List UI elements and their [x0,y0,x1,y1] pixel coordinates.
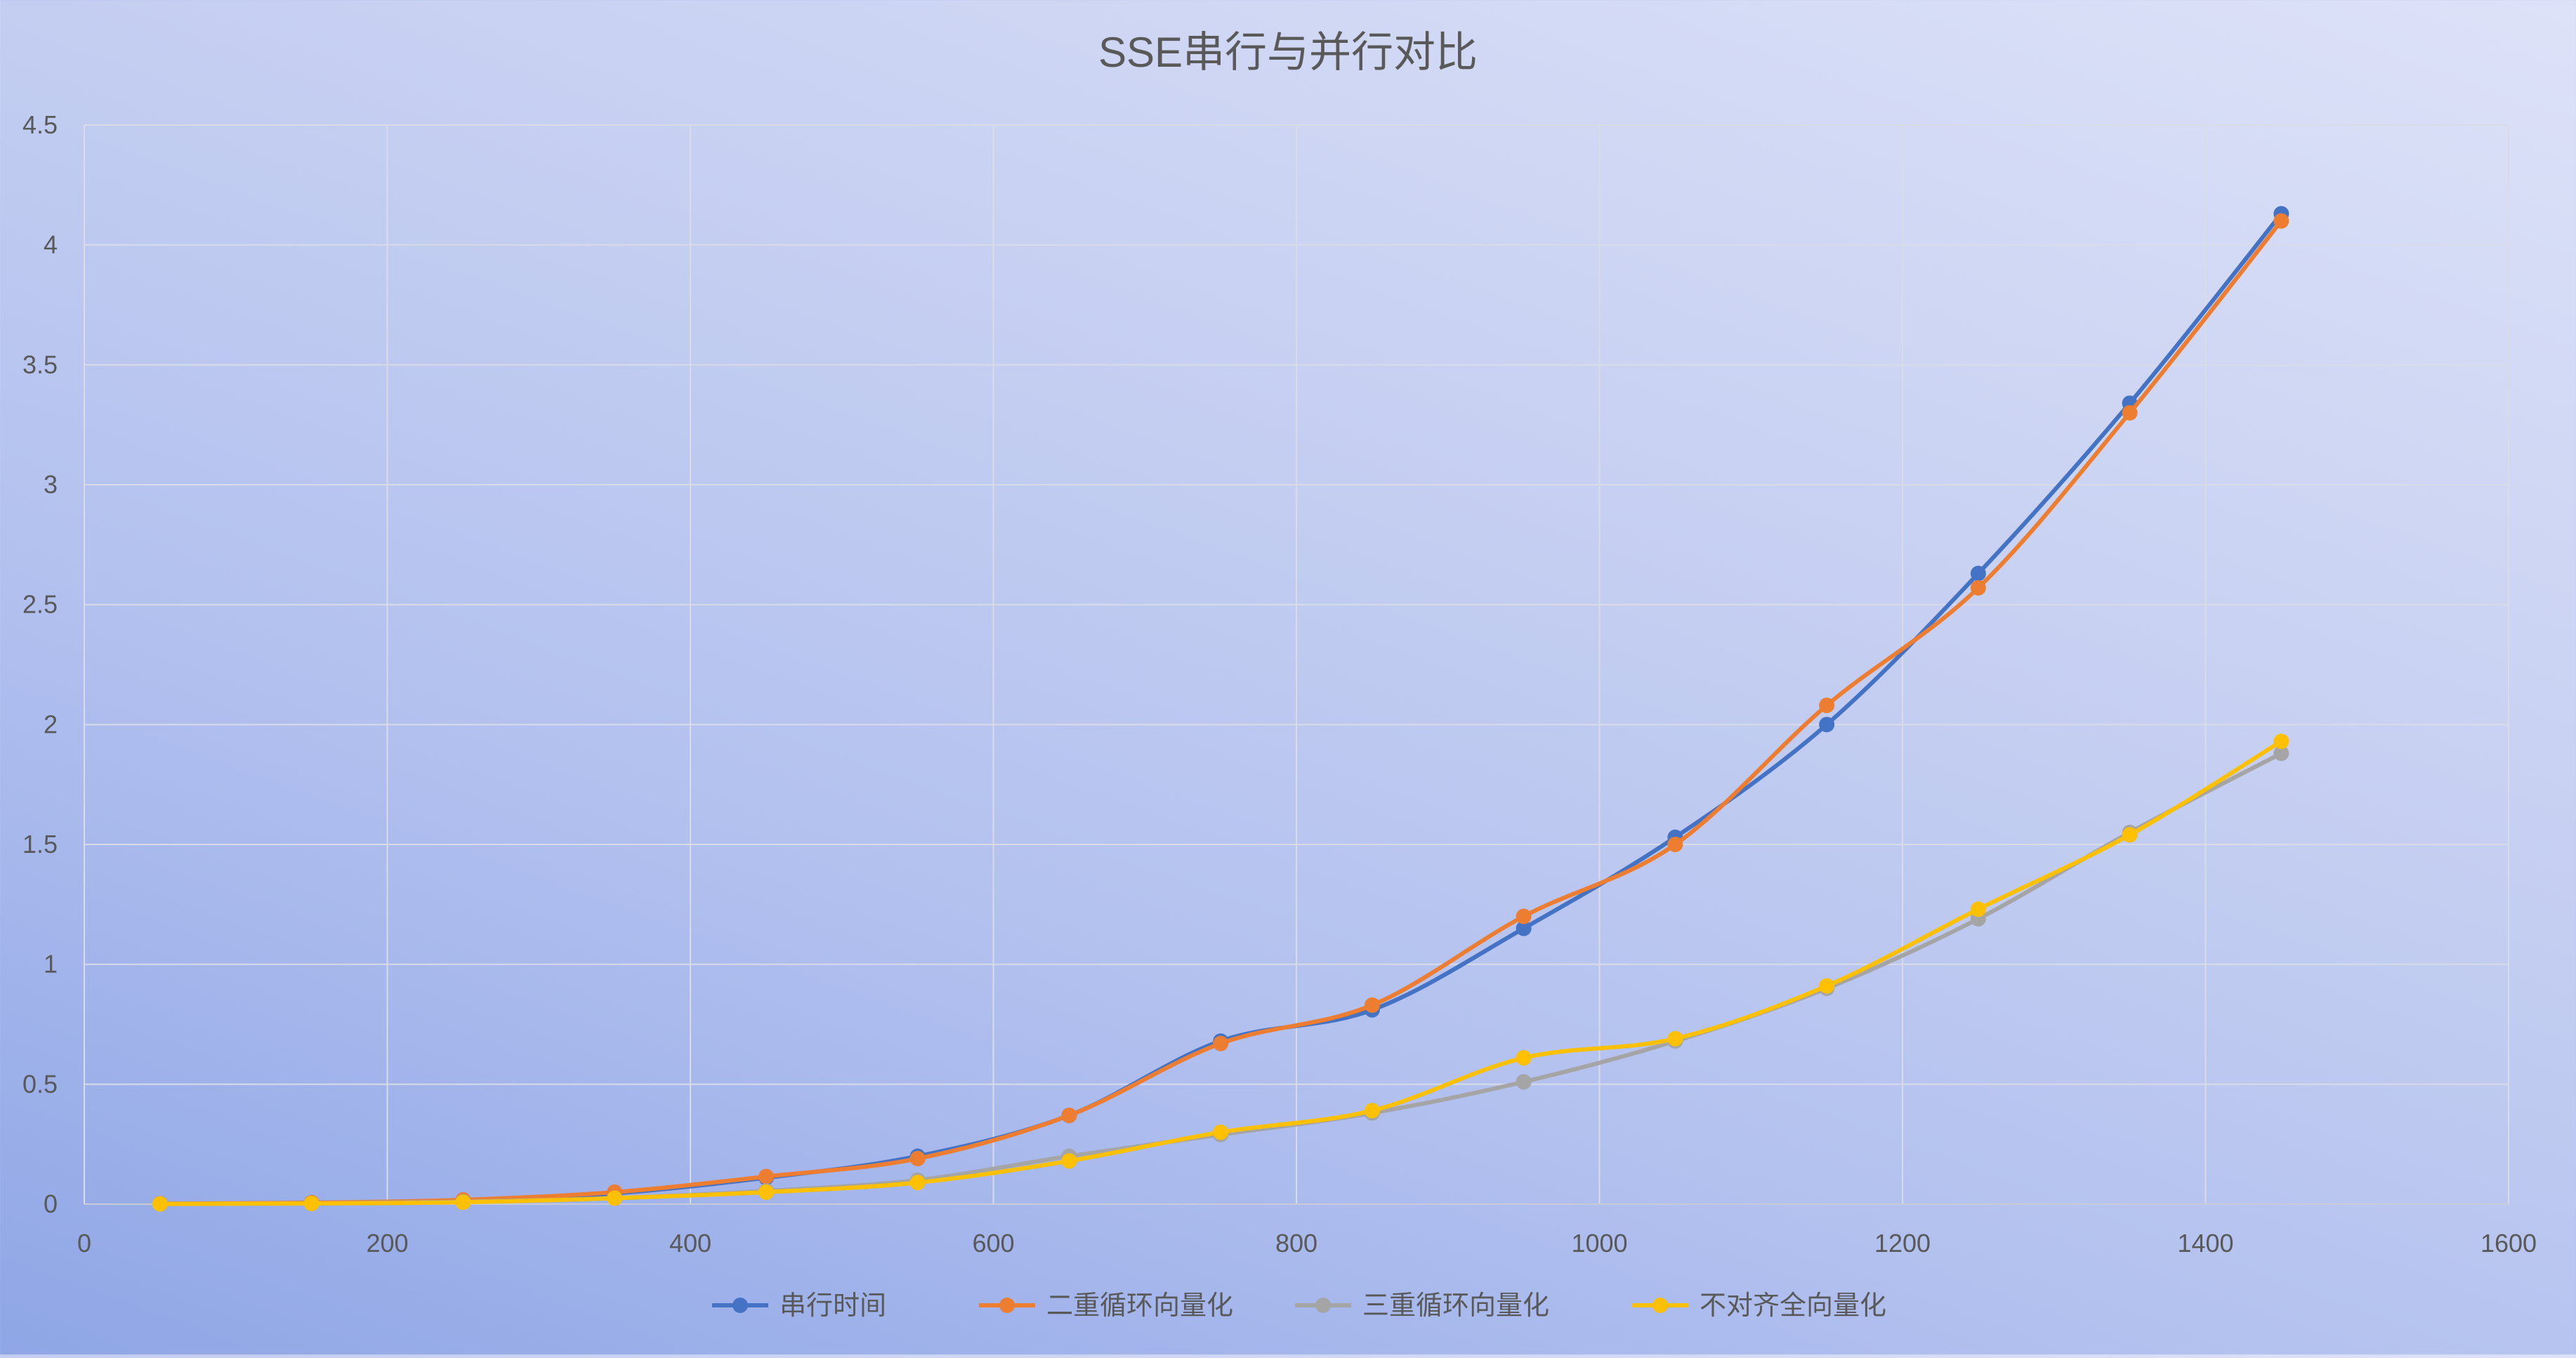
legend-label: 不对齐全向量化 [1700,1291,1886,1321]
data-point [909,1151,926,1167]
x-tick-label: 600 [972,1229,1014,1258]
data-point [758,1168,774,1184]
data-point [1364,1102,1380,1118]
legend-marker [732,1298,748,1313]
data-point [909,1175,926,1191]
data-point [1516,920,1532,936]
data-point [1061,1153,1077,1169]
y-tick-label: 2 [44,710,58,738]
legend-marker [1652,1298,1668,1313]
legend-label: 串行时间 [780,1291,886,1321]
y-tick-label: 0.5 [22,1069,58,1098]
x-tick-label: 1200 [1874,1229,1931,1258]
data-point [455,1194,471,1210]
data-point [1516,1073,1532,1090]
x-tick-label: 200 [366,1229,408,1258]
series-line [157,739,2284,1206]
y-tick-label: 1 [44,950,58,979]
gridlines [84,124,2509,1205]
y-tick-label: 4 [44,230,58,259]
legend-item: 二重循环向量化 [979,1291,1233,1321]
data-point [1970,901,1986,918]
legend-marker [1315,1298,1331,1313]
axis-tick-labels: 0 200 400 600 800 1000 1200 1400 1600 0 0.5 1 1.5 2 2.… [22,110,2537,1258]
legend-marker [999,1298,1015,1313]
x-tick-label: 1600 [2480,1229,2537,1258]
series-1 [152,206,2289,1212]
data-point [1213,1036,1229,1052]
series-line [157,211,2284,1206]
data-point [152,1196,168,1212]
data-point [1516,1050,1532,1066]
y-tick-label: 3 [44,470,58,499]
series-line [157,218,2284,1206]
legend-item: 三重循环向量化 [1295,1291,1549,1321]
series-3 [152,745,2289,1212]
data-point [1819,698,1835,714]
data-point [1970,566,1986,582]
data-point [1667,837,1683,852]
data-point [1819,717,1835,733]
data-point [2273,733,2289,750]
series-layer [152,206,2289,1212]
legend-item: 串行时间 [712,1291,886,1321]
data-point [2273,745,2289,762]
x-tick-label: 1000 [1571,1229,1627,1258]
y-tick-label: 4.5 [22,110,58,139]
data-point [607,1190,623,1206]
series-2 [152,213,2289,1212]
x-tick-label: 0 [77,1229,91,1258]
data-point [1970,580,1986,596]
x-tick-label: 400 [669,1229,711,1258]
data-point [2273,213,2289,229]
chart-title: SSE串行与并行对比 [1098,29,1478,76]
x-tick-label: 800 [1275,1229,1317,1258]
series-4 [152,733,2289,1212]
data-point [1061,1107,1077,1123]
y-tick-label: 0 [44,1189,58,1218]
data-point [2122,405,2138,421]
data-point [758,1184,774,1200]
y-tick-label: 1.5 [22,830,58,858]
data-point [1819,978,1835,994]
data-point [1364,997,1380,1013]
legend-label: 三重循环向量化 [1362,1291,1549,1321]
data-point [2122,827,2138,843]
data-point [1213,1124,1229,1140]
legend-label: 二重循环向量化 [1046,1291,1233,1321]
x-tick-label: 1400 [2177,1229,2233,1258]
data-point [303,1195,320,1211]
legend: 串行时间 二重循环向量化 三重循环向量化 不对齐全向量化 [712,1291,1886,1321]
y-tick-label: 2.5 [22,590,58,619]
y-tick-label: 3.5 [22,350,58,379]
data-point [1667,1031,1683,1047]
data-point [1516,908,1532,925]
legend-item: 不对齐全向量化 [1632,1291,1886,1321]
